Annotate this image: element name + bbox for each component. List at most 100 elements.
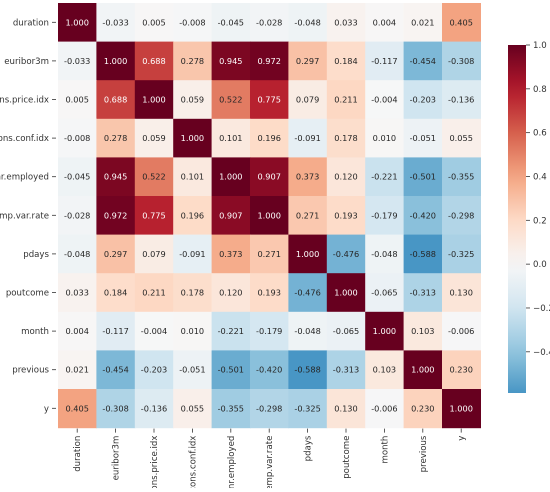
x-tick-label: y bbox=[457, 436, 467, 441]
heatmap-cell-euribor3m-emp.var.rate bbox=[250, 41, 289, 81]
cell-value-label: -0.028 bbox=[64, 210, 90, 220]
cell-value-label: -0.051 bbox=[410, 133, 436, 143]
cell-value-label: 0.193 bbox=[334, 210, 357, 220]
heatmap-cell-month-cons.price.idx bbox=[134, 311, 174, 351]
heatmap-cell-pdays-duration bbox=[58, 234, 97, 274]
cell-value-label: 1.000 bbox=[142, 95, 165, 105]
cell-value-label: 0.278 bbox=[104, 133, 127, 143]
cell-value-label: 0.196 bbox=[257, 133, 280, 143]
cell-value-label: -0.203 bbox=[410, 95, 436, 105]
heatmap-cell-duration-month bbox=[365, 3, 405, 43]
heatmap-cell-nr.employed-emp.var.rate bbox=[250, 157, 289, 197]
y-tick-label: month bbox=[21, 327, 49, 337]
cell-value-label: -0.136 bbox=[141, 403, 167, 413]
cell-value-label: -0.221 bbox=[218, 326, 244, 336]
heatmap-cell-cons.price.idx-previous bbox=[403, 80, 443, 120]
heatmap-cell-pdays-nr.employed bbox=[211, 234, 251, 274]
heatmap-cell-cons.price.idx-emp.var.rate bbox=[250, 80, 289, 120]
heatmap-cell-month-cons.conf.idx bbox=[173, 311, 213, 351]
heatmap-cell-emp.var.rate-nr.employed bbox=[211, 196, 251, 236]
heatmap-cell-emp.var.rate-cons.price.idx bbox=[134, 196, 174, 236]
heatmap-cell-duration-duration bbox=[58, 3, 97, 43]
cell-value-label: 1.000 bbox=[411, 365, 434, 375]
cell-value-label: -0.136 bbox=[448, 95, 474, 105]
cell-value-label: -0.221 bbox=[371, 172, 397, 182]
cell-value-label: -0.006 bbox=[371, 403, 397, 413]
y-tick-label: duration bbox=[13, 18, 49, 28]
heatmap-cell-poutcome-pdays bbox=[288, 273, 328, 313]
cell-value-label: 0.297 bbox=[104, 249, 127, 259]
cell-value-label: 0.101 bbox=[219, 133, 242, 143]
heatmap-cell-duration-cons.price.idx bbox=[134, 3, 174, 43]
cell-value-label: -0.091 bbox=[179, 249, 205, 259]
heatmap-cell-y-nr.employed bbox=[211, 389, 251, 429]
heatmap-cell-month-nr.employed bbox=[211, 311, 251, 351]
cell-value-label: 0.130 bbox=[449, 288, 472, 298]
cell-value-label: -0.004 bbox=[371, 95, 397, 105]
cell-value-label: 0.021 bbox=[65, 365, 88, 375]
heatmap-cell-euribor3m-euribor3m bbox=[96, 41, 136, 81]
cell-value-label: -0.004 bbox=[141, 326, 167, 336]
cell-value-label: -0.355 bbox=[448, 172, 474, 182]
cell-value-label: 0.059 bbox=[181, 95, 204, 105]
heatmap-cell-duration-previous bbox=[403, 3, 443, 43]
heatmap-cell-cons.conf.idx-pdays bbox=[288, 118, 328, 158]
heatmap-cell-cons.conf.idx-nr.employed bbox=[211, 118, 251, 158]
heatmap-cell-previous-pdays bbox=[288, 350, 328, 390]
heatmap-cell-euribor3m-cons.conf.idx bbox=[173, 41, 213, 81]
x-tick-label: emp.var.rate bbox=[265, 436, 275, 488]
cell-value-label: -0.308 bbox=[102, 403, 128, 413]
cell-value-label: -0.355 bbox=[218, 403, 244, 413]
cell-value-label: -0.008 bbox=[179, 17, 205, 27]
cell-value-label: 0.775 bbox=[257, 95, 280, 105]
cell-value-label: 0.004 bbox=[373, 17, 396, 27]
heatmap-cell-cons.price.idx-cons.conf.idx bbox=[173, 80, 213, 120]
cell-value-label: 0.103 bbox=[411, 326, 434, 336]
cell-value-label: 0.522 bbox=[219, 95, 242, 105]
heatmap-cell-duration-emp.var.rate bbox=[250, 3, 289, 43]
heatmap-cell-emp.var.rate-month bbox=[365, 196, 405, 236]
colorbar-tick-label: 0.0 bbox=[533, 260, 547, 270]
cell-value-label: -0.454 bbox=[410, 56, 436, 66]
cell-value-label: -0.179 bbox=[371, 210, 397, 220]
heatmap-cell-y-cons.price.idx bbox=[134, 389, 174, 429]
cell-value-label: -0.117 bbox=[371, 56, 397, 66]
cell-value-label: -0.454 bbox=[102, 365, 128, 375]
cell-value-label: -0.588 bbox=[410, 249, 436, 259]
cell-value-label: -0.420 bbox=[410, 210, 436, 220]
cell-value-label: 0.059 bbox=[142, 133, 165, 143]
heatmap-cell-cons.price.idx-euribor3m bbox=[96, 80, 136, 120]
cell-value-label: -0.117 bbox=[102, 326, 128, 336]
heatmap-cell-nr.employed-cons.price.idx bbox=[134, 157, 174, 197]
cell-value-label: 0.211 bbox=[334, 95, 357, 105]
heatmap-cell-cons.conf.idx-month bbox=[365, 118, 405, 158]
cell-value-label: 0.230 bbox=[411, 403, 434, 413]
cell-value-label: 0.178 bbox=[181, 288, 204, 298]
cell-value-label: -0.313 bbox=[410, 288, 436, 298]
x-tick-label: previous bbox=[419, 435, 429, 472]
heatmap-cell-month-poutcome bbox=[326, 311, 366, 351]
colorbar-gradient bbox=[508, 45, 526, 393]
cell-value-label: 1.000 bbox=[334, 288, 357, 298]
cell-value-label: 0.004 bbox=[65, 326, 88, 336]
cell-value-label: 0.021 bbox=[411, 17, 434, 27]
heatmap-cell-emp.var.rate-y bbox=[442, 196, 481, 236]
cell-value-label: 0.373 bbox=[296, 172, 319, 182]
cell-value-label: 0.101 bbox=[181, 172, 204, 182]
cell-value-label: -0.588 bbox=[294, 365, 320, 375]
cell-value-label: -0.298 bbox=[448, 210, 474, 220]
cell-value-label: 0.055 bbox=[181, 403, 204, 413]
heatmap-cell-pdays-emp.var.rate bbox=[250, 234, 289, 274]
heatmap-cell-euribor3m-month bbox=[365, 41, 405, 81]
cell-value-label: 1.000 bbox=[373, 326, 396, 336]
heatmap-cell-previous-euribor3m bbox=[96, 350, 136, 390]
cell-value-label: 0.005 bbox=[142, 17, 165, 27]
cell-value-label: 0.972 bbox=[104, 210, 127, 220]
cell-value-label: 0.010 bbox=[373, 133, 396, 143]
heatmap-cell-previous-poutcome bbox=[326, 350, 366, 390]
heatmap-cell-previous-y bbox=[442, 350, 481, 390]
cell-value-label: 0.945 bbox=[219, 56, 242, 66]
heatmap-cell-cons.conf.idx-duration bbox=[58, 118, 97, 158]
cell-value-label: -0.325 bbox=[294, 403, 320, 413]
cell-value-label: -0.033 bbox=[64, 56, 90, 66]
